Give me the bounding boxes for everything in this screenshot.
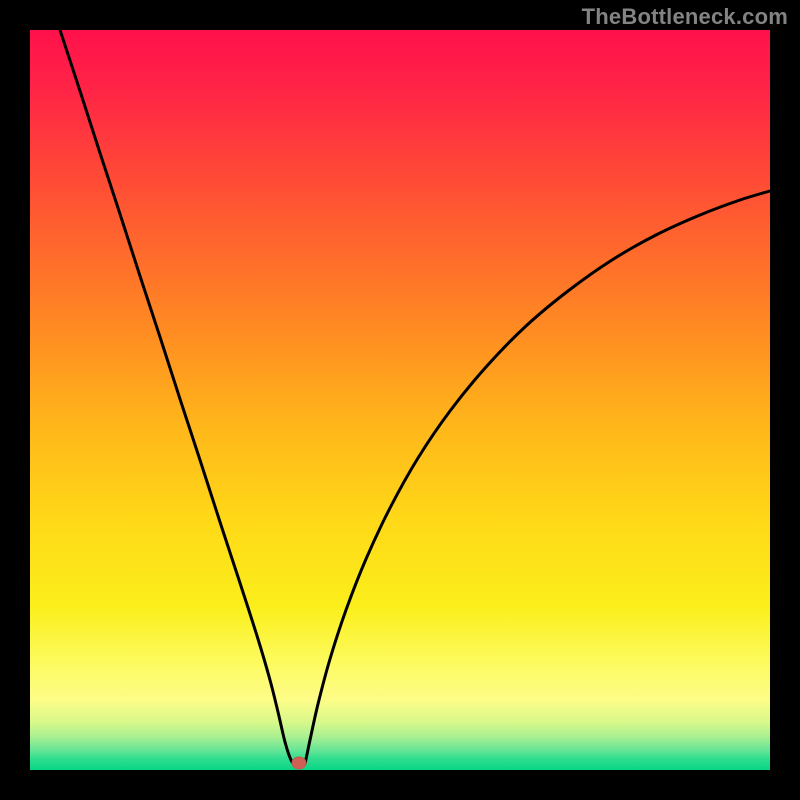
- frame-edge-left: [0, 0, 30, 800]
- frame-edge-right: [770, 0, 800, 800]
- frame-edge-bottom: [0, 770, 800, 800]
- plot-frame: [0, 0, 800, 800]
- chart-stage: TheBottleneck.com: [0, 0, 800, 800]
- frame-edge-top: [0, 0, 800, 30]
